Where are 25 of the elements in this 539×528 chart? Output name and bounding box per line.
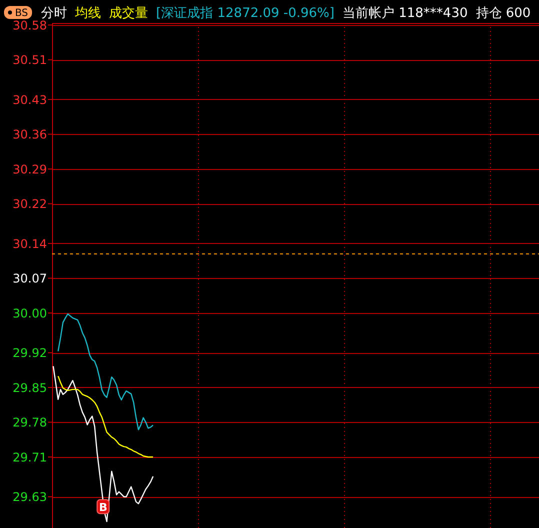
y-tick-label: 30.14	[12, 236, 47, 251]
line-series	[57, 313, 154, 430]
text: BS	[15, 8, 28, 19]
y-tick-label: 29.85	[12, 380, 47, 395]
y-tick-label: 30.00	[12, 306, 47, 320]
text: 分时	[41, 6, 68, 21]
text: 成交量	[109, 5, 148, 21]
annotation: B	[98, 501, 108, 514]
text: 当前帐户 118***430	[342, 6, 468, 21]
text: 均线	[74, 6, 102, 21]
y-tick-label: 30.43	[12, 92, 47, 107]
y-tick-label: 30.22	[12, 197, 47, 212]
y-tick-label: 30.58	[12, 18, 47, 32]
line-series	[57, 375, 154, 458]
y-tick-label: 30.07	[12, 272, 47, 286]
text: 持仓 600	[476, 6, 531, 21]
y-tick-label: 29.78	[12, 416, 47, 430]
y-tick-label: 30.36	[12, 128, 47, 142]
text: [深证成指 12872.09 -0.96%]	[156, 6, 334, 21]
y-tick-label: 30.51	[12, 53, 47, 68]
y-tick-label: 29.92	[12, 346, 47, 360]
line-series	[52, 366, 154, 522]
y-tick-label: 29.71	[12, 450, 47, 464]
y-tick-label: 30.29	[12, 162, 47, 176]
y-tick-label: 29.63	[12, 490, 47, 504]
